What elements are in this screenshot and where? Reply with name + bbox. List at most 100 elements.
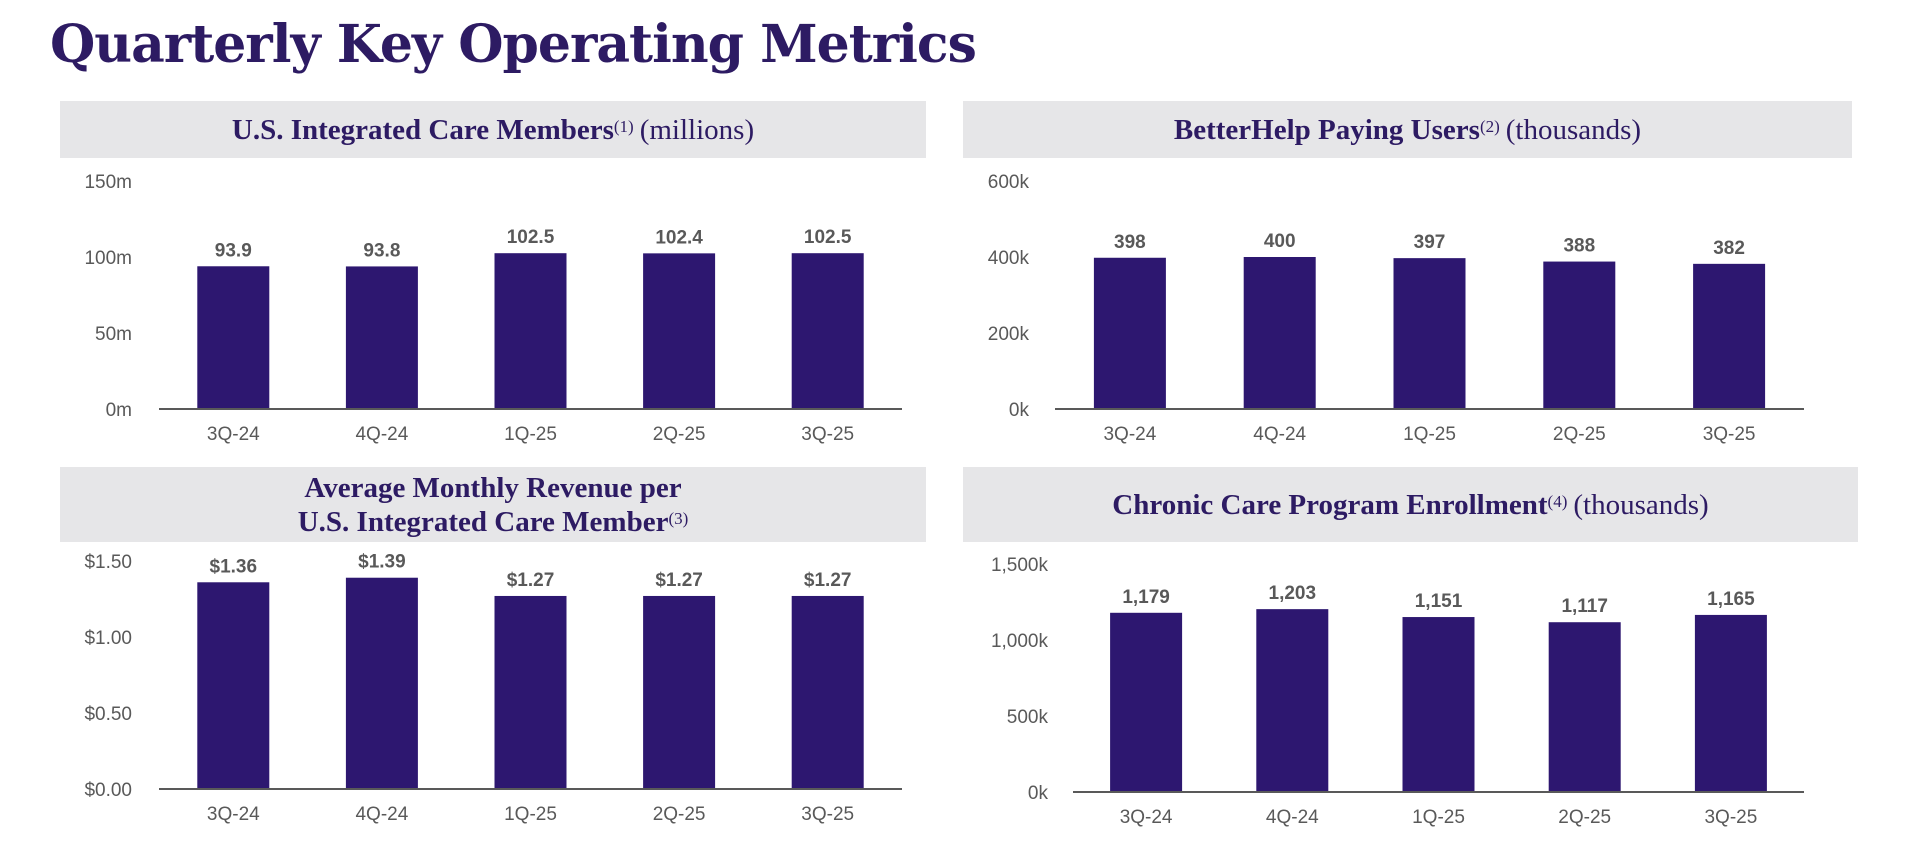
bar bbox=[345, 577, 418, 789]
footnote-marker: (4) bbox=[1547, 491, 1568, 511]
data-label: 397 bbox=[1414, 232, 1446, 253]
data-label: $1.39 bbox=[358, 552, 406, 573]
chart-unit: (millions) bbox=[639, 113, 755, 146]
data-label: 398 bbox=[1114, 232, 1146, 253]
bar bbox=[791, 253, 864, 409]
data-label: 102.5 bbox=[804, 227, 852, 248]
bar bbox=[1543, 261, 1616, 409]
data-label: 102.5 bbox=[507, 227, 555, 248]
chart-panel-integrated-care-members: U.S. Integrated Care Members(1) (millions… bbox=[60, 101, 926, 451]
x-tick-label: 4Q-24 bbox=[355, 424, 408, 445]
bar bbox=[1393, 258, 1466, 409]
x-tick-label: 1Q-25 bbox=[1403, 424, 1456, 445]
data-label: 400 bbox=[1264, 231, 1296, 252]
bar-chart-chronic-care-enrollment: 0k 500k 1,000k 1,500k 1,179 3Q-24 1,203 4Q-24 1,… bbox=[991, 555, 1804, 828]
bar bbox=[197, 266, 270, 409]
bar bbox=[1256, 609, 1329, 792]
y-tick-label: 0m bbox=[106, 400, 132, 421]
data-label: 93.9 bbox=[215, 240, 252, 261]
x-tick-label: 4Q-24 bbox=[355, 804, 408, 825]
y-tick-label: 100m bbox=[84, 248, 132, 269]
y-tick-label: 0k bbox=[1009, 400, 1030, 421]
chart-panel-chronic-care-enrollment: Chronic Care Program Enrollment(4) (thous… bbox=[963, 467, 1858, 837]
y-tick-label: 150m bbox=[84, 172, 132, 193]
y-tick-label: 500k bbox=[1007, 707, 1049, 728]
bar bbox=[494, 253, 567, 409]
x-tick-label: 1Q-25 bbox=[1412, 807, 1465, 828]
bar bbox=[1110, 612, 1183, 792]
data-label: 1,165 bbox=[1707, 589, 1755, 610]
x-tick-label: 2Q-25 bbox=[653, 424, 706, 445]
x-tick-label: 3Q-25 bbox=[1704, 807, 1757, 828]
chart-title: U.S. Integrated Care Members bbox=[231, 113, 614, 146]
data-label: 388 bbox=[1563, 236, 1595, 257]
chart-header: Chronic Care Program Enrollment(4) (thous… bbox=[963, 467, 1858, 542]
x-tick-label: 3Q-25 bbox=[801, 804, 854, 825]
chart-panel-avg-monthly-revenue: Average Monthly Revenue per U.S. Integra… bbox=[60, 467, 926, 837]
x-tick-label: 3Q-25 bbox=[1703, 424, 1756, 445]
data-label: $1.27 bbox=[655, 570, 703, 591]
chart-title: Chronic Care Program Enrollment bbox=[1112, 488, 1548, 521]
x-tick-label: 1Q-25 bbox=[504, 424, 557, 445]
y-tick-label: 50m bbox=[95, 324, 132, 345]
x-tick-label: 3Q-25 bbox=[801, 424, 854, 445]
bar bbox=[1693, 263, 1766, 409]
data-label: 1,179 bbox=[1122, 587, 1170, 608]
chart-panel-betterhelp-paying-users: BetterHelp Paying Users(2) (thousands) 0k… bbox=[963, 101, 1852, 451]
chart-header: Average Monthly Revenue per U.S. Integra… bbox=[60, 467, 926, 542]
bar-chart-avg-monthly-revenue: $0.00 $0.50 $1.00 $1.50 $1.36 3Q-24 $1.39 4Q-24… bbox=[84, 552, 902, 825]
bar bbox=[791, 595, 864, 789]
chart-header: BetterHelp Paying Users(2) (thousands) bbox=[963, 101, 1852, 158]
y-tick-label: 600k bbox=[988, 172, 1030, 193]
data-label: 1,151 bbox=[1415, 591, 1463, 612]
bar bbox=[1548, 622, 1621, 792]
chart-unit: (thousands) bbox=[1505, 113, 1642, 146]
x-tick-label: 4Q-24 bbox=[1253, 424, 1306, 445]
data-label: $1.27 bbox=[804, 570, 852, 591]
data-label: $1.27 bbox=[507, 570, 555, 591]
y-tick-label: 400k bbox=[988, 248, 1030, 269]
bar bbox=[1694, 614, 1767, 792]
y-tick-label: $0.50 bbox=[84, 704, 132, 725]
x-tick-label: 2Q-25 bbox=[1558, 807, 1611, 828]
y-tick-label: $1.00 bbox=[84, 628, 132, 649]
data-label: 1,117 bbox=[1561, 596, 1608, 617]
y-tick-label: 200k bbox=[988, 324, 1030, 345]
bar bbox=[1093, 257, 1166, 409]
bar bbox=[494, 595, 567, 789]
y-tick-label: 1,000k bbox=[991, 631, 1049, 652]
bar bbox=[197, 582, 270, 789]
chart-title-line1: Average Monthly Revenue per bbox=[304, 471, 682, 504]
chart-title: BetterHelp Paying Users bbox=[1173, 113, 1480, 146]
y-tick-label: 1,500k bbox=[991, 555, 1049, 576]
data-label: 1,203 bbox=[1269, 583, 1317, 604]
footnote-marker: (3) bbox=[668, 508, 689, 528]
x-tick-label: 4Q-24 bbox=[1266, 807, 1319, 828]
chart-title: U.S. Integrated Care Member bbox=[297, 505, 669, 538]
chart-header: U.S. Integrated Care Members(1) (millions… bbox=[60, 101, 926, 158]
x-tick-label: 2Q-25 bbox=[653, 804, 706, 825]
y-tick-label: $1.50 bbox=[84, 552, 132, 573]
x-tick-label: 3Q-24 bbox=[1103, 424, 1156, 445]
y-tick-label: 0k bbox=[1028, 783, 1049, 804]
bar-chart-betterhelp-paying-users: 0k 200k 400k 600k 398 3Q-24 400 4Q-24 397 1Q-25 38… bbox=[988, 172, 1804, 445]
x-tick-label: 2Q-25 bbox=[1553, 424, 1606, 445]
page-title: Quarterly Key Operating Metrics bbox=[50, 14, 977, 75]
data-label: 102.4 bbox=[655, 227, 703, 248]
bar bbox=[1402, 617, 1475, 792]
footnote-marker: (2) bbox=[1479, 116, 1500, 136]
bar-chart-integrated-care-members: 0m 50m 100m 150m 93.9 3Q-24 93.8 4Q-24 102.5 1Q-2… bbox=[84, 172, 902, 445]
x-tick-label: 3Q-24 bbox=[1120, 807, 1173, 828]
chart-unit: (thousands) bbox=[1573, 488, 1709, 521]
bar bbox=[345, 266, 418, 409]
data-label: 382 bbox=[1713, 238, 1745, 259]
footnote-marker: (1) bbox=[613, 116, 634, 136]
data-label: 93.8 bbox=[363, 240, 400, 261]
data-label: $1.36 bbox=[210, 556, 258, 577]
bar bbox=[1243, 257, 1316, 409]
y-tick-label: $0.00 bbox=[84, 780, 132, 801]
x-tick-label: 1Q-25 bbox=[504, 804, 557, 825]
x-tick-label: 3Q-24 bbox=[207, 804, 260, 825]
bar bbox=[643, 253, 716, 409]
x-tick-label: 3Q-24 bbox=[207, 424, 260, 445]
